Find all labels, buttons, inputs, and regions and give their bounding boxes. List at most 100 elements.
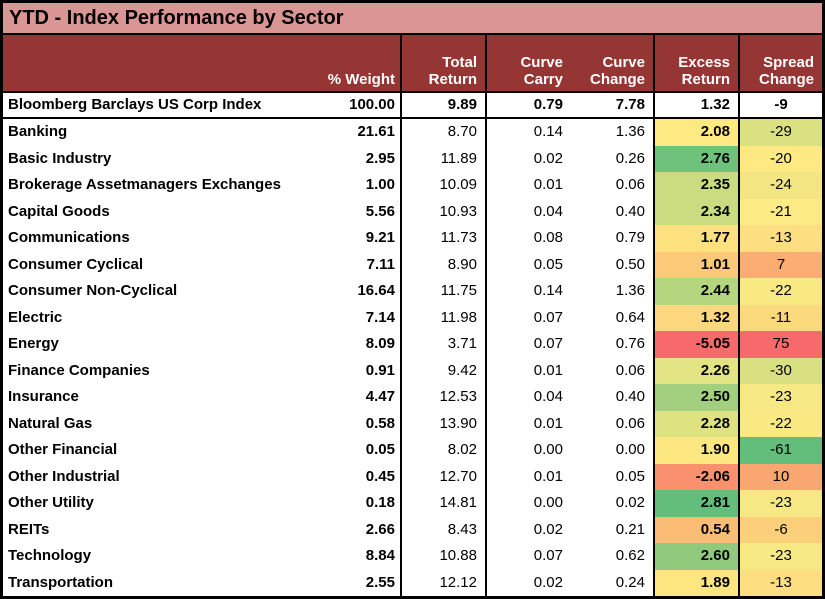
sector-name-cell: REITs <box>8 520 50 538</box>
total-return-cell: 10.88 <box>402 543 487 570</box>
weight-cell: 16.64 <box>314 278 402 305</box>
index-spread-change-cell: -9 <box>774 95 788 113</box>
sector-row: Insurance 4.47 12.53 0.04 0.40 2.50 -23 <box>3 384 822 411</box>
sector-row: REITs 2.66 8.43 0.02 0.21 0.54 -6 <box>3 516 822 543</box>
curve-change-cell: 0.76 <box>571 331 655 358</box>
curve-carry-cell: 0.05 <box>533 255 563 273</box>
header-total-return: Total Return <box>402 35 487 91</box>
sector-row: Natural Gas 0.58 13.90 0.01 0.06 2.28 -22 <box>3 410 822 437</box>
excess-return-cell: 2.26 <box>655 357 740 384</box>
index-curve-carry-cell: 0.79 <box>533 95 563 113</box>
curve-change-cell: 0.64 <box>571 304 655 331</box>
header-curve-change: Curve Change <box>571 35 655 91</box>
sector-rows: Banking 21.61 8.70 0.14 1.36 2.08 -29 Basic Ind… <box>3 119 822 596</box>
weight-cell: 0.91 <box>314 357 402 384</box>
total-return-cell: 10.09 <box>402 172 487 199</box>
sector-name-cell: Energy <box>8 335 59 352</box>
weight-cell: 2.95 <box>314 145 402 172</box>
spread-change-cell: -23 <box>740 490 822 517</box>
sector-name-cell: Consumer Cyclical <box>8 255 144 273</box>
excess-return-cell: 1.32 <box>655 304 740 331</box>
excess-return-cell: 1.77 <box>655 225 740 252</box>
curve-carry-cell: 0.08 <box>533 229 563 246</box>
spread-change-cell: -13 <box>740 569 822 596</box>
sector-name-cell: Technology <box>8 547 92 564</box>
excess-return-cell: 2.50 <box>655 384 740 411</box>
excess-return-cell: 0.54 <box>655 516 740 543</box>
header-spread-change: Spread Change <box>758 54 814 88</box>
sector-row: Brokerage Assetmanagers Exchanges 1.00 10.… <box>3 172 822 199</box>
total-return-cell: 8.43 <box>402 516 487 543</box>
weight-cell: 1.00 <box>314 172 402 199</box>
spread-change-cell: -30 <box>740 357 822 384</box>
curve-change-cell: 0.40 <box>571 198 655 225</box>
header-weight: % Weight <box>314 35 402 91</box>
curve-change-cell: 0.02 <box>571 490 655 517</box>
sector-name-cell: Capital Goods <box>8 202 110 220</box>
total-return-cell: 10.93 <box>402 198 487 225</box>
sector-name-cell: Communications <box>8 229 130 246</box>
spread-change-cell: -23 <box>740 384 822 411</box>
spread-change-cell: -21 <box>740 198 822 225</box>
weight-cell: 7.11 <box>314 251 402 278</box>
sector-name-cell: Electric <box>8 308 63 326</box>
curve-carry-cell: 0.07 <box>533 335 563 352</box>
index-row: Bloomberg Barclays US Corp Index 100.00 … <box>3 93 822 119</box>
curve-carry-cell: 0.02 <box>533 149 563 167</box>
weight-cell: 0.05 <box>314 437 402 464</box>
total-return-cell: 11.75 <box>402 278 487 305</box>
sector-name-cell: Other Financial <box>8 441 118 458</box>
curve-carry-cell: 0.01 <box>533 361 563 379</box>
header-curve-carry: Curve Carry <box>520 54 563 88</box>
excess-return-cell: -2.06 <box>655 463 740 490</box>
total-return-cell: 3.71 <box>402 331 487 358</box>
sector-row: Other Financial 0.05 8.02 0.00 0.00 1.90 -61 <box>3 437 822 464</box>
spread-change-cell: -11 <box>740 304 822 331</box>
excess-return-cell: 2.60 <box>655 543 740 570</box>
excess-return-cell: 1.90 <box>655 437 740 464</box>
curve-change-cell: 0.62 <box>571 543 655 570</box>
sector-name-cell: Consumer Non-Cyclical <box>8 282 178 299</box>
weight-cell: 21.61 <box>314 119 402 146</box>
sector-name-cell: Natural Gas <box>8 414 93 432</box>
curve-carry-cell: 0.01 <box>533 414 563 432</box>
sector-name-cell: Other Utility <box>8 494 94 511</box>
curve-carry-cell: 0.04 <box>533 388 563 405</box>
excess-return-cell: 1.01 <box>655 251 740 278</box>
total-return-cell: 14.81 <box>402 490 487 517</box>
spread-change-cell: -23 <box>740 543 822 570</box>
curve-change-cell: 0.21 <box>571 516 655 543</box>
total-return-cell: 12.53 <box>402 384 487 411</box>
spread-change-cell: -61 <box>740 437 822 464</box>
curve-carry-cell: 0.02 <box>533 520 563 538</box>
index-curve-change-cell: 7.78 <box>571 93 655 117</box>
spread-change-cell: -22 <box>740 410 822 437</box>
excess-return-cell: 2.35 <box>655 172 740 199</box>
curve-change-cell: 0.24 <box>571 569 655 596</box>
sector-name-cell: Banking <box>8 123 68 140</box>
weight-cell: 8.09 <box>314 331 402 358</box>
sector-row: Transportation 2.55 12.12 0.02 0.24 1.89 -13 <box>3 569 822 596</box>
spread-change-cell: -22 <box>740 278 822 305</box>
curve-carry-cell: 0.02 <box>533 573 563 591</box>
excess-return-cell: 2.08 <box>655 119 740 146</box>
index-name-cell: Bloomberg Barclays US Corp Index <box>8 95 262 113</box>
curve-change-cell: 0.50 <box>571 251 655 278</box>
curve-change-cell: 0.06 <box>571 172 655 199</box>
curve-change-cell: 0.06 <box>571 410 655 437</box>
curve-carry-cell: 0.14 <box>533 282 563 299</box>
weight-cell: 2.55 <box>314 569 402 596</box>
sector-name-cell: Brokerage Assetmanagers Exchanges <box>8 176 281 193</box>
excess-return-cell: 2.81 <box>655 490 740 517</box>
sector-name-cell: Finance Companies <box>8 361 150 379</box>
curve-carry-cell: 0.14 <box>533 123 563 140</box>
sector-row: Basic Industry 2.95 11.89 0.02 0.26 2.76 -20 <box>3 145 822 172</box>
curve-change-cell: 0.06 <box>571 357 655 384</box>
sector-name-cell: Basic Industry <box>8 149 112 167</box>
spread-change-cell: -29 <box>740 119 822 146</box>
curve-change-cell: 1.36 <box>571 278 655 305</box>
weight-cell: 9.21 <box>314 225 402 252</box>
index-excess-return-cell: 1.32 <box>655 93 740 117</box>
sector-row: Banking 21.61 8.70 0.14 1.36 2.08 -29 <box>3 119 822 146</box>
